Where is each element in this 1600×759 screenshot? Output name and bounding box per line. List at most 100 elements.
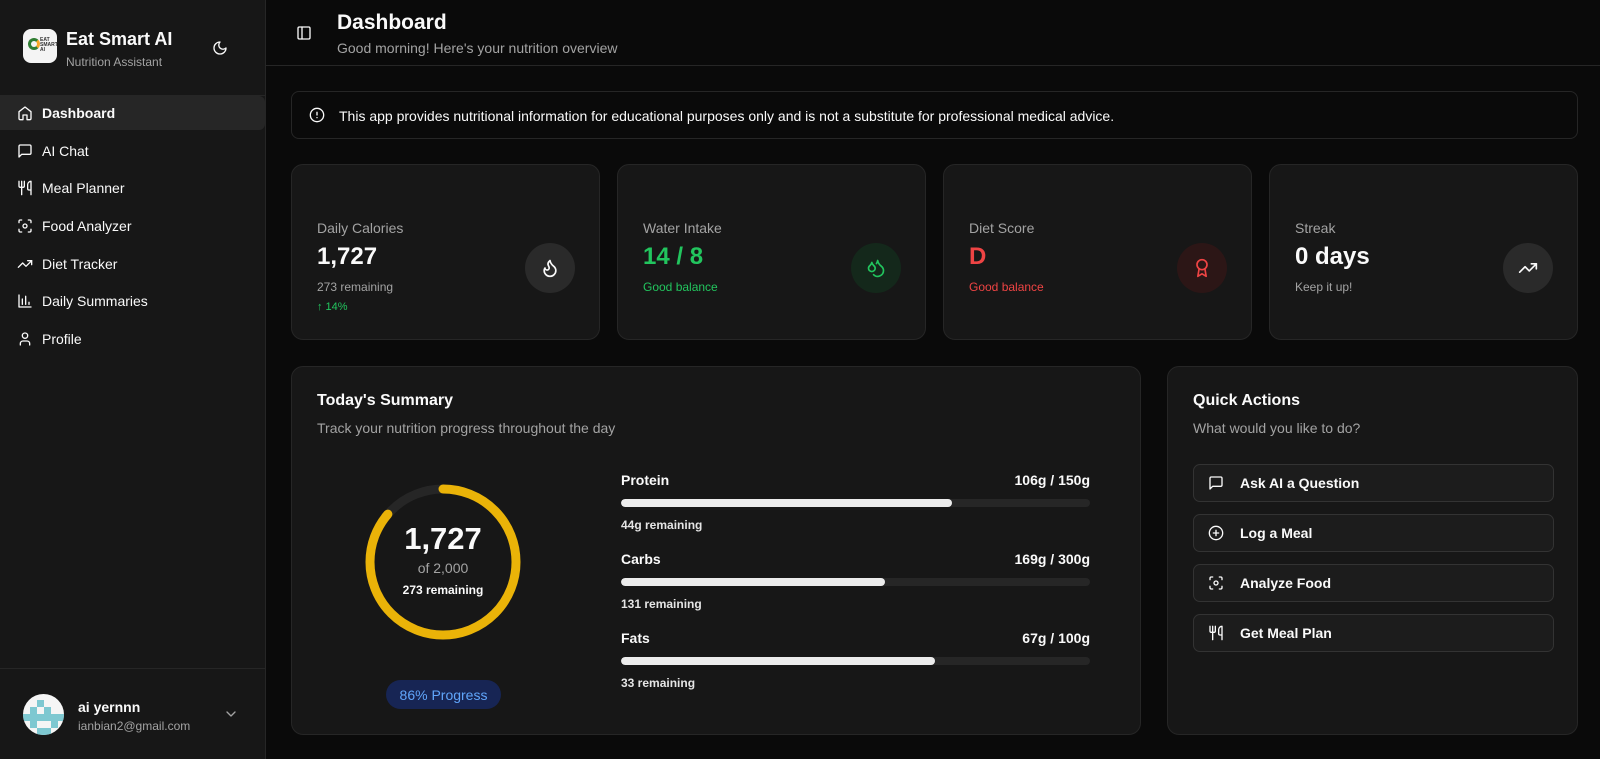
alert-circle-icon [309,107,325,123]
sidebar-item-profile[interactable]: Profile [0,322,265,356]
sidebar-item-daily-summaries[interactable]: Daily Summaries [0,284,265,318]
get-meal-plan-button[interactable]: Get Meal Plan [1193,614,1554,652]
ask-ai-button[interactable]: Ask AI a Question [1193,464,1554,502]
stat-card-streak: Streak 0 days Keep it up! [1269,164,1578,340]
analyze-food-button[interactable]: Analyze Food [1193,564,1554,602]
sidebar-item-label: Diet Tracker [42,255,118,272]
home-icon [16,104,34,122]
macro-name: Protein [621,472,670,488]
bar-chart-icon [16,292,34,310]
stat-note: 273 remaining [317,280,394,294]
app-subtitle: Nutrition Assistant [66,55,163,69]
stat-note: Good balance [643,280,718,294]
macro-name: Fats [621,630,650,646]
macro-protein: Protein 106g / 150g 44g remaining [621,472,1090,532]
macro-progress-track [621,657,1090,665]
stat-value: 0 days [1295,243,1370,270]
macro-remaining: 33 remaining [621,676,696,690]
stat-label: Diet Score [969,220,1035,236]
message-icon [1208,475,1224,491]
app-title: Eat Smart AI [66,29,173,49]
ring-value: 1,727 [404,521,482,556]
stat-label: Water Intake [643,220,722,236]
sidebar-item-label: Meal Planner [42,180,125,197]
user-email: ianbian2@gmail.com [78,719,191,733]
macro-amount: 67g / 100g [1022,630,1090,646]
sidebar-item-meal-planner[interactable]: Meal Planner [0,171,265,205]
card-title: Today's Summary [317,392,453,409]
button-label: Analyze Food [1240,575,1332,591]
macro-remaining: 44g remaining [621,518,703,532]
message-icon [16,142,34,160]
moon-icon[interactable] [209,37,231,59]
sidebar-item-label: Food Analyzer [42,218,132,235]
app-logo: EAT SMART AI [23,29,58,63]
stat-card-diet-score: Diet Score D Good balance [943,164,1252,340]
button-label: Log a Meal [1240,525,1313,541]
brand: EAT SMART AI Eat Smart AI Nutrition Assist… [23,29,243,69]
sidebar-nav: Dashboard AI Chat Meal Planner Food Anal… [0,96,266,360]
quick-actions-card: Quick Actions What would you like to do?… [1167,366,1578,735]
sidebar-item-label: AI Chat [42,142,89,159]
stat-card-calories: Daily Calories 1,727 273 remaining ↑ 14% [291,164,600,340]
droplets-icon [851,243,901,293]
award-icon [1177,243,1227,293]
macro-remaining: 131 remaining [621,597,702,611]
scan-icon [1208,575,1224,591]
stat-label: Streak [1295,220,1336,236]
sidebar: EAT SMART AI Eat Smart AI Nutrition Assist… [0,0,266,759]
sidebar-item-label: Dashboard [42,105,116,121]
ring-remaining: 273 remaining [402,583,484,597]
page-title: Dashboard [337,11,447,34]
stat-note: Keep it up! [1295,280,1353,294]
user-icon [16,330,34,348]
stat-card-water: Water Intake 14 / 8 Good balance [617,164,926,340]
sidebar-item-ai-chat[interactable]: AI Chat [0,134,265,168]
plus-circle-icon [1208,525,1224,541]
progress-badge: 86% Progress [386,680,501,709]
avatar [23,694,64,735]
chevron-down-icon[interactable] [223,706,239,722]
sidebar-item-label: Daily Summaries [42,293,148,310]
scan-icon [16,217,34,235]
stat-value: 14 / 8 [643,243,704,270]
macro-progress-fill [621,578,886,586]
stat-value: D [969,243,987,270]
user-menu[interactable]: ai yernnn ianbian2@gmail.com [23,692,248,736]
macro-name: Carbs [621,551,661,567]
todays-summary-card: Today's Summary Track your nutrition pro… [291,366,1141,735]
macro-carbs: Carbs 169g / 300g 131 remaining [621,551,1090,611]
sidebar-item-food-analyzer[interactable]: Food Analyzer [0,209,265,243]
calorie-ring: 1,727 of 2,000 273 remaining [363,482,523,642]
card-subtitle: Track your nutrition progress throughout… [317,420,616,436]
sidebar-item-dashboard[interactable]: Dashboard [0,96,265,130]
macro-progress-fill [621,657,936,665]
card-title: Quick Actions [1193,392,1300,409]
disclaimer-text: This app provides nutritional informatio… [339,108,1115,124]
macro-amount: 106g / 150g [1014,472,1091,488]
stat-trend: ↑ 14% [317,301,348,313]
ring-goal: of 2,000 [417,560,469,576]
card-subtitle: What would you like to do? [1193,420,1361,436]
sidebar-item-diet-tracker[interactable]: Diet Tracker [0,247,265,281]
trending-up-icon [16,255,34,273]
button-label: Ask AI a Question [1240,475,1360,491]
sidebar-item-label: Profile [42,331,82,348]
stat-value: 1,727 [317,243,378,270]
utensils-icon [16,179,34,197]
utensils-icon [1208,625,1224,641]
macro-progress-fill [621,499,953,507]
stat-note: Good balance [969,280,1044,294]
sidebar-toggle-icon[interactable] [296,25,312,41]
macro-progress-track [621,578,1090,586]
page-subtitle: Good morning! Here's your nutrition over… [337,40,618,56]
ring-progress-arc [365,484,521,640]
user-name: ai yernnn [78,699,141,715]
page-header: Dashboard Good morning! Here's your nutr… [266,0,1600,66]
macro-amount: 169g / 300g [1014,551,1091,567]
macro-progress-track [621,499,1090,507]
macro-fats: Fats 67g / 100g 33 remaining [621,630,1090,690]
log-meal-button[interactable]: Log a Meal [1193,514,1554,552]
disclaimer-alert: This app provides nutritional informatio… [291,91,1578,139]
button-label: Get Meal Plan [1240,625,1332,641]
